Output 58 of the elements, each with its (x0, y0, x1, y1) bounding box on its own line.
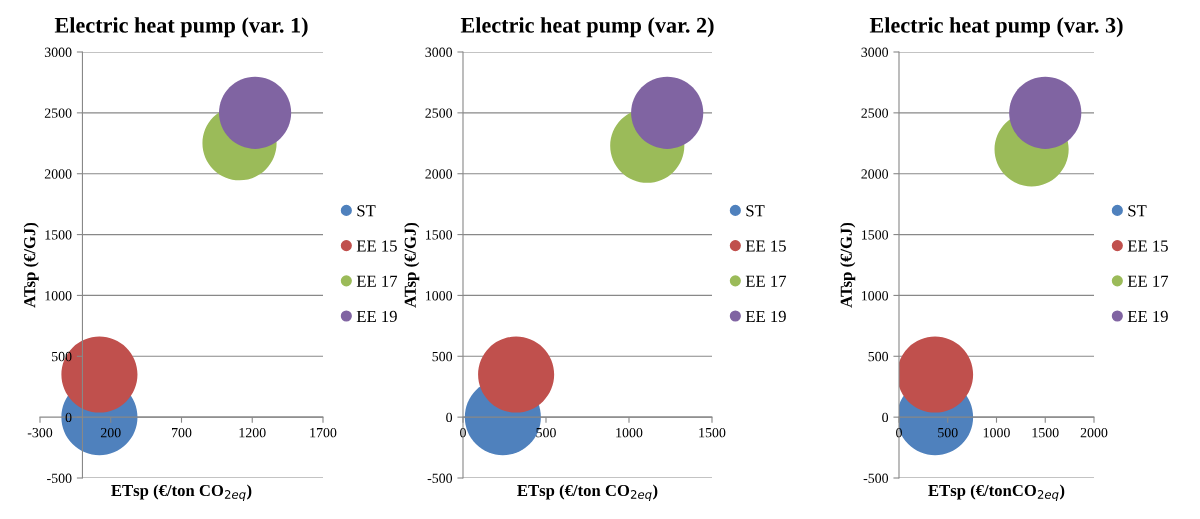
x-axis-title: ETsp (€/ton CO$_{2eq}$) (111, 484, 252, 502)
x-tick-label: 700 (172, 427, 192, 438)
y-tick-label: 1000 (862, 291, 889, 301)
x-tick-label: 1000 (983, 427, 1010, 438)
x-tick-label: 1500 (699, 427, 726, 438)
chart-title: Electric heat pump (var. 3) (869, 17, 1123, 38)
x-tick-label: -300 (27, 427, 53, 438)
y-tick-label: -500 (47, 473, 72, 483)
y-tick-label: 1500 (426, 230, 453, 240)
y-tick-label: 0 (882, 412, 889, 423)
x-tick-label: 1500 (1032, 427, 1059, 438)
chart-title: Electric heat pump (var. 2) (460, 17, 714, 38)
legend-label: EE 17 (745, 275, 787, 287)
x-tick-label: 1200 (239, 427, 266, 438)
y-tick-label: 2500 (44, 108, 72, 118)
x-tick-label: 1700 (310, 427, 337, 438)
x-axis-title: ETsp (€/tonCO$_{2eq}$) (928, 484, 1065, 502)
y-tick-label: 0 (446, 412, 453, 423)
legend-label: EE 15 (356, 240, 397, 252)
chart-title: Electric heat pump (var. 1) (54, 17, 308, 38)
x-tick-label: 2000 (1080, 427, 1108, 438)
x-tick-label: 200 (100, 427, 121, 438)
x-tick-label: 500 (938, 427, 958, 438)
legend-label: EE 17 (1127, 275, 1169, 287)
legend-label: EE 19 (745, 310, 786, 323)
legend-label: EE 15 (1127, 240, 1168, 252)
y-axis-title: ATsp (€/GJ) (404, 222, 420, 308)
x-tick-label: 500 (536, 427, 556, 438)
y-tick-label: 500 (868, 351, 889, 362)
y-tick-label: -500 (863, 473, 889, 483)
x-axis-title: ETsp (€/ton CO$_{2eq}$) (517, 484, 658, 502)
legend-label: ST (357, 205, 376, 217)
y-tick-label: 2000 (44, 169, 72, 179)
legend-label: EE 17 (356, 275, 398, 287)
y-tick-label: 500 (432, 351, 453, 362)
y-tick-label: 1500 (45, 230, 72, 240)
y-tick-label: 2000 (861, 169, 889, 179)
y-tick-label: 3000 (44, 47, 72, 57)
y-tick-label: 1500 (862, 230, 889, 240)
x-tick-label: 0 (896, 427, 902, 438)
y-tick-label: -500 (427, 473, 453, 483)
y-axis-title: ATsp (€/GJ) (23, 222, 39, 308)
legend-label: EE 19 (356, 310, 397, 323)
x-tick-label: 0 (460, 427, 466, 438)
y-tick-label: 1000 (45, 291, 72, 301)
y-tick-label: 0 (65, 412, 72, 423)
x-tick-label: 1000 (616, 427, 643, 438)
legend-label: ST (746, 205, 765, 217)
y-axis-title: ATsp (€/GJ) (840, 222, 856, 308)
y-tick-label: 2500 (425, 108, 453, 118)
y-tick-label: 2000 (425, 169, 453, 179)
legend-label: EE 19 (1127, 310, 1168, 323)
y-tick-label: 3000 (861, 47, 889, 57)
y-tick-label: 3000 (425, 47, 453, 57)
y-tick-label: 1000 (426, 291, 453, 301)
y-tick-label: 2500 (861, 108, 889, 118)
legend-label: EE 15 (745, 240, 786, 252)
legend-label: ST (1128, 205, 1147, 217)
